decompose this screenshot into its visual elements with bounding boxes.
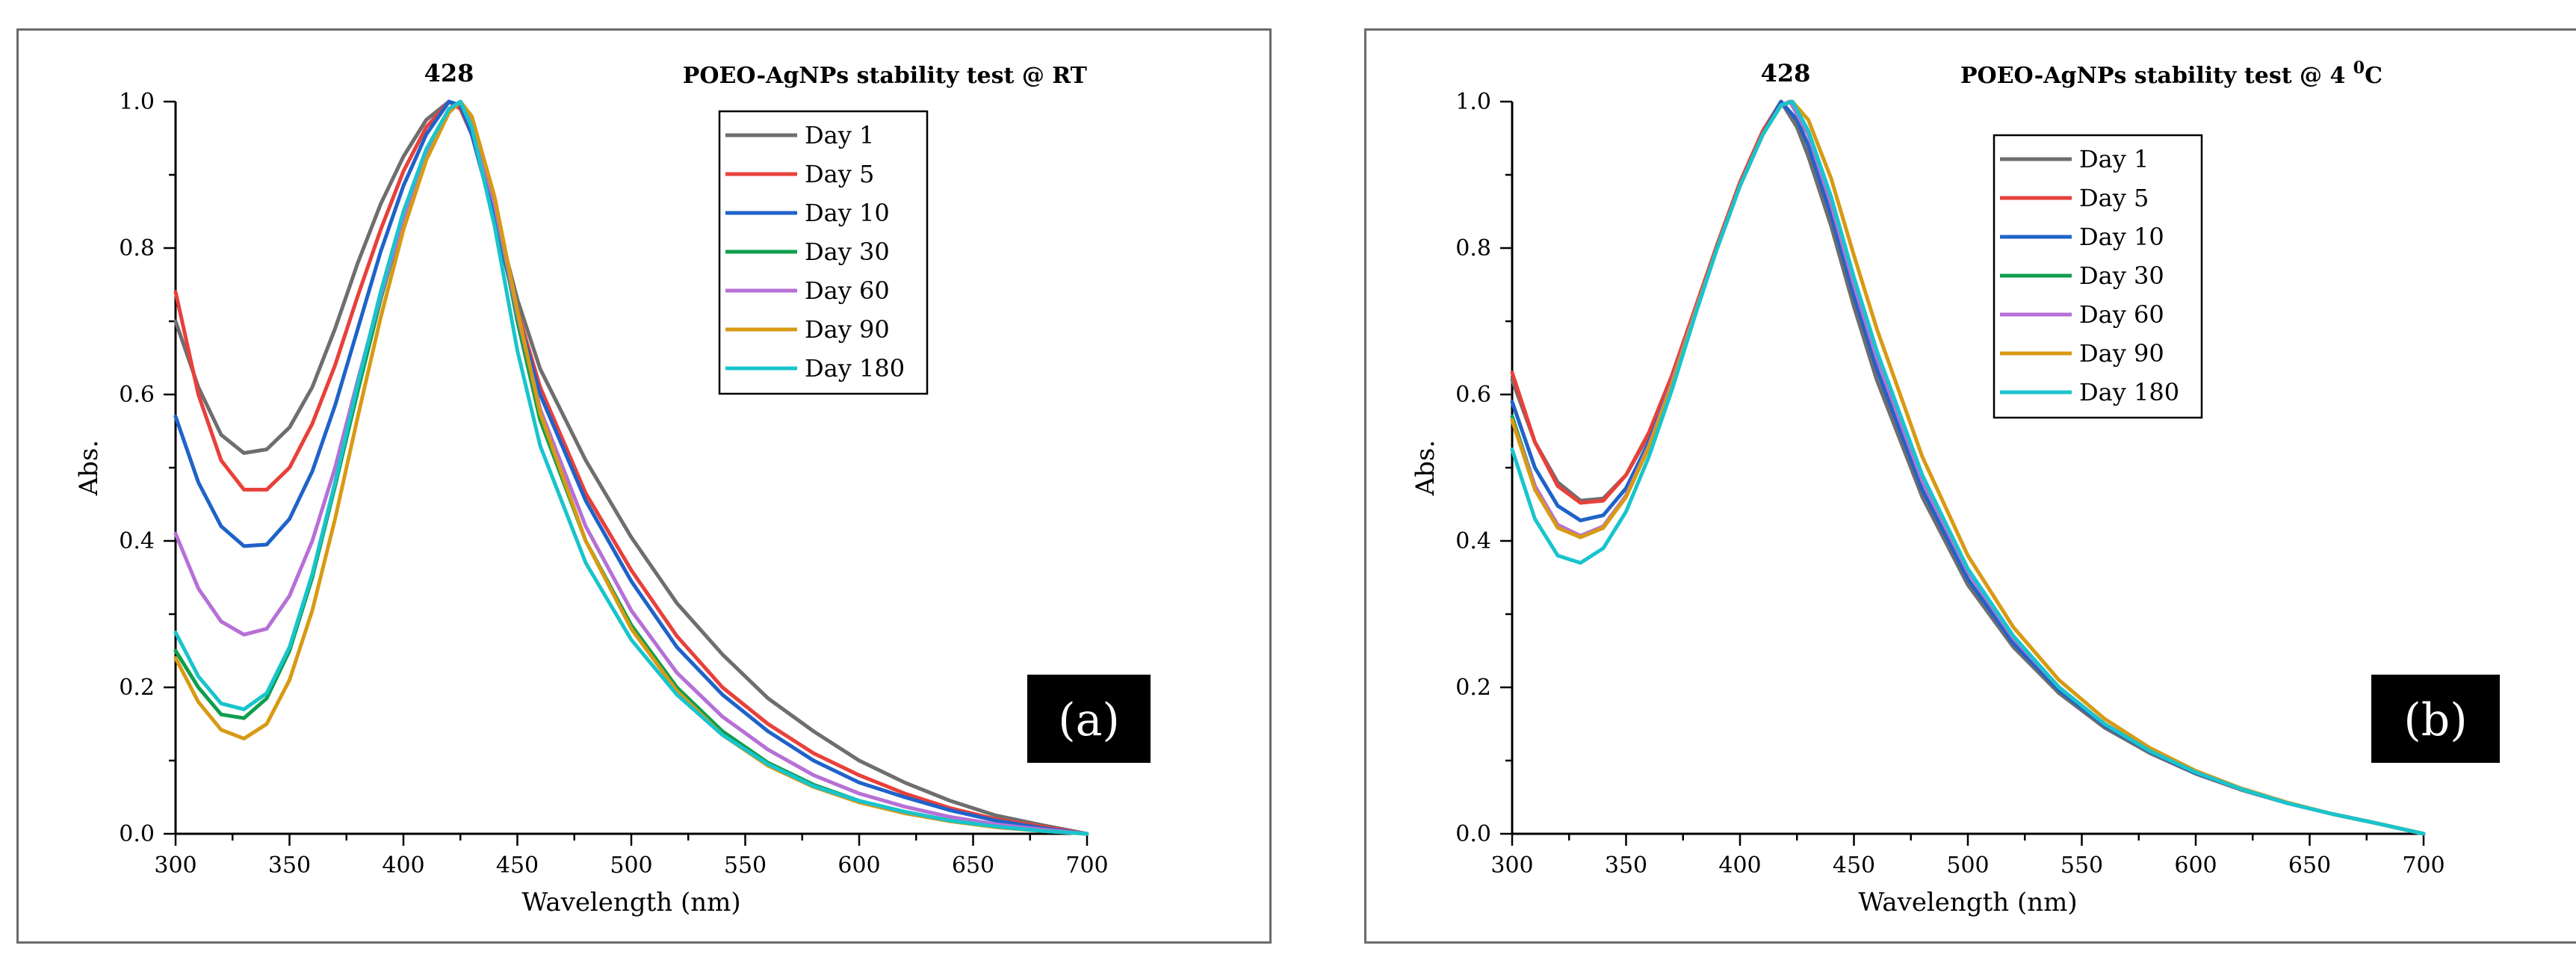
chart-title: POEO-AgNPs stability test @ RT <box>683 63 1088 89</box>
chart-panel-b: 300 350 400 450 500 550 600 650 700 0.0 0.2 0.4 0.6 0… <box>1364 28 2576 944</box>
chart-panel-a: 300 350 400 450 500 550 600 650 700 0.0 0.2 0.4 0.6 0… <box>16 28 1272 944</box>
legend-label: Day 1 <box>805 121 874 149</box>
y-axis-label: Abs. <box>74 440 104 497</box>
series-line-day-90 <box>1510 99 2426 836</box>
series-line-day-5 <box>1510 99 2426 836</box>
series-line-day-180 <box>1510 99 2426 836</box>
y-tick-label: 0.4 <box>119 528 155 554</box>
legend-label: Day 10 <box>2079 223 2164 251</box>
legend-label: Day 60 <box>2079 300 2164 329</box>
panel-label: (b) <box>2403 694 2467 746</box>
legend-label: Day 60 <box>805 276 890 305</box>
x-tick-label: 700 <box>2402 852 2445 879</box>
x-tick-label: 350 <box>1605 852 1647 879</box>
x-tick-label: 300 <box>154 852 196 879</box>
panel-label: (a) <box>1058 694 1120 746</box>
series-line-day-10 <box>1510 99 2426 836</box>
y-tick-label: 0.2 <box>1455 675 1491 701</box>
legend-label: Day 30 <box>805 238 890 266</box>
chart-title: POEO-AgNPs stability test @ 4 0C <box>1960 58 2383 89</box>
legend-label: Day 1 <box>2079 145 2149 173</box>
y-axis-label: Abs. <box>1411 440 1440 497</box>
y-tick-label: 0.6 <box>1455 382 1491 408</box>
x-tick-label: 500 <box>1946 852 1989 879</box>
legend-label: Day 5 <box>805 160 874 188</box>
legend-label: Day 5 <box>2079 184 2149 212</box>
chart-title-text: POEO-AgNPs stability test @ 4 <box>1960 63 2353 89</box>
x-tick-label: 400 <box>382 852 424 879</box>
series-line-day-60 <box>1510 99 2426 836</box>
x-tick-label: 550 <box>724 852 767 879</box>
y-tick-label: 0.8 <box>1455 235 1491 261</box>
series-line-day-10 <box>173 99 1089 836</box>
legend-label: Day 90 <box>2079 339 2164 368</box>
chart-title-suffix: C <box>2365 63 2383 89</box>
x-tick-label: 300 <box>1490 852 1533 879</box>
y-tick-label: 0.0 <box>1455 821 1491 847</box>
x-tick-label: 500 <box>610 852 652 879</box>
x-tick-label: 550 <box>2061 852 2103 879</box>
legend-label: Day 180 <box>2079 378 2179 406</box>
x-tick-label: 600 <box>837 852 880 879</box>
chart-title-text: POEO-AgNPs stability test @ RT <box>683 63 1088 89</box>
x-tick-label: 450 <box>1833 852 1875 879</box>
x-tick-label: 650 <box>952 852 994 879</box>
x-tick-label: 450 <box>496 852 539 879</box>
panel-label-box <box>1027 675 1151 763</box>
y-tick-label: 0.2 <box>119 675 155 701</box>
x-axis-label: Wavelength (nm) <box>521 888 740 917</box>
y-tick-label: 0.0 <box>119 821 155 847</box>
y-tick-label: 0.6 <box>119 382 155 408</box>
legend-label: Day 30 <box>2079 261 2164 290</box>
x-tick-label: 600 <box>2174 852 2217 879</box>
x-tick-label: 400 <box>1718 852 1761 879</box>
series-line-day-30 <box>1510 99 2426 836</box>
x-axis-label: Wavelength (nm) <box>1858 888 2077 917</box>
x-tick-label: 700 <box>1065 852 1108 879</box>
y-tick-label: 1.0 <box>119 89 155 115</box>
y-tick-label: 0.4 <box>1455 528 1491 554</box>
x-tick-label: 650 <box>2288 852 2331 879</box>
chart-a: 300 350 400 450 500 550 600 650 700 0.0 0.2 0.4 0.6 0… <box>74 59 1151 917</box>
y-tick-label: 1.0 <box>1455 89 1491 115</box>
legend-label: Day 90 <box>805 315 890 344</box>
legend-label: Day 10 <box>805 199 890 227</box>
peak-annotation: 428 <box>424 59 474 87</box>
peak-annotation: 428 <box>1761 59 1811 87</box>
x-tick-label: 350 <box>268 852 311 879</box>
chart-title-superscript: 0 <box>2353 58 2365 78</box>
panel-label-box <box>2371 675 2500 763</box>
y-tick-label: 0.8 <box>119 235 155 261</box>
chart-b: 300 350 400 450 500 550 600 650 700 0.0 0.2 0.4 0.6 0… <box>1411 58 2500 917</box>
series-line-day-1 <box>1510 99 2426 836</box>
legend-label: Day 180 <box>805 354 905 383</box>
series-line-day-180 <box>173 99 1089 836</box>
